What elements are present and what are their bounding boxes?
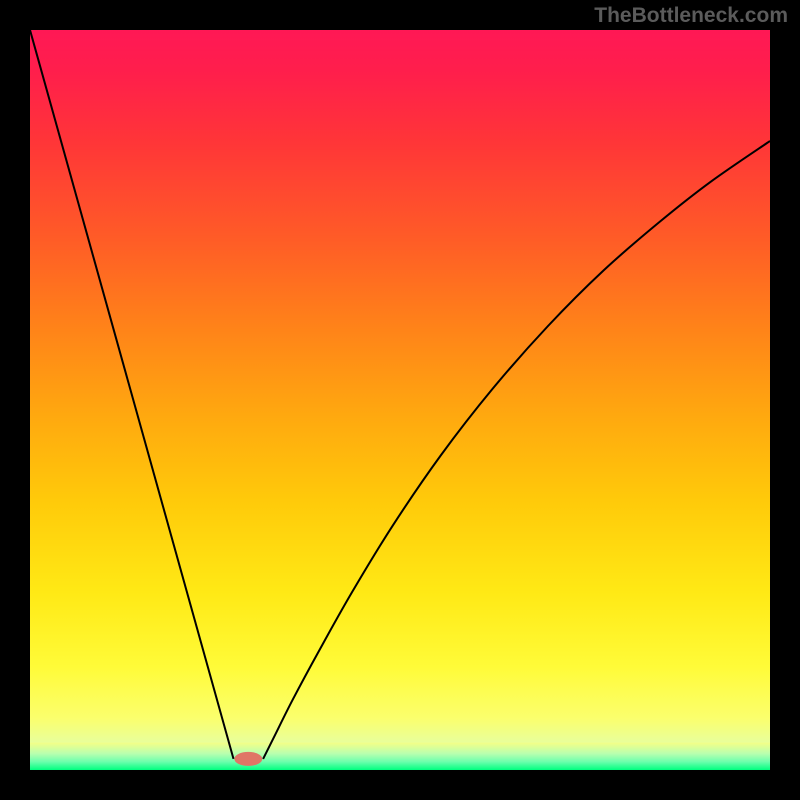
watermark-text: TheBottleneck.com (594, 4, 788, 28)
chart-svg (30, 30, 770, 770)
bottleneck-marker (234, 752, 262, 766)
gradient-background (30, 30, 770, 770)
chart-plot-area (30, 30, 770, 770)
green-bottom-band (30, 743, 770, 770)
